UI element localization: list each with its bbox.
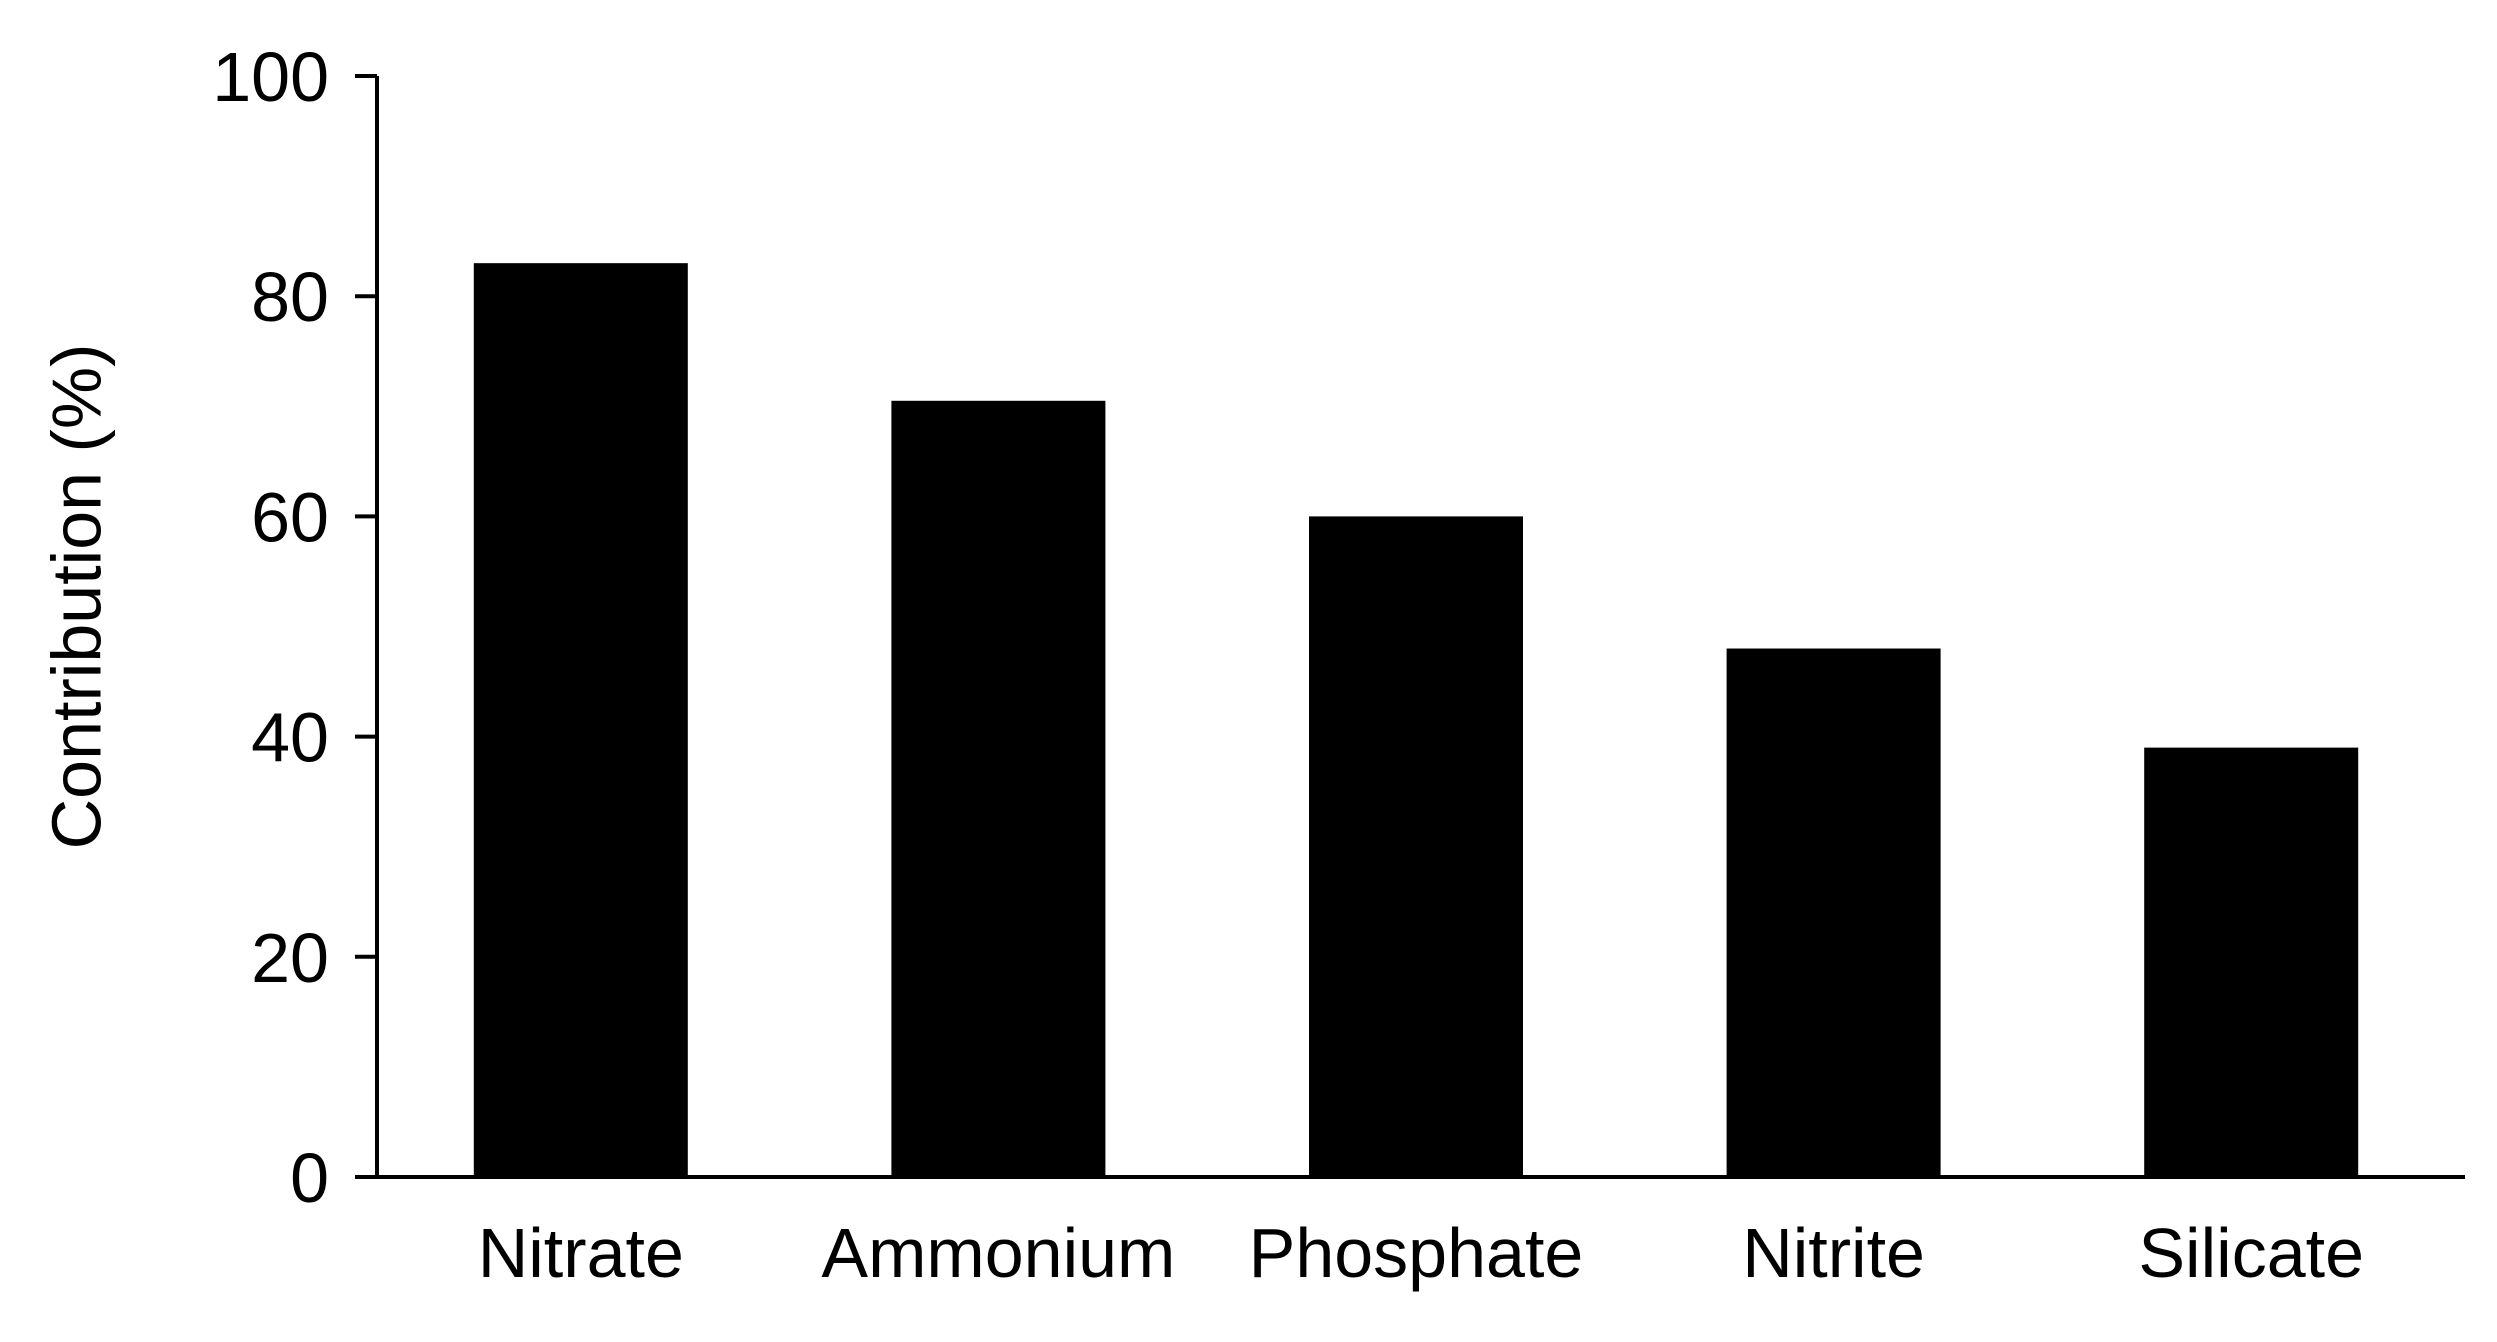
x-category-label-nitrite: Nitrite — [1742, 1214, 1925, 1292]
y-tick-label: 60 — [251, 478, 329, 556]
y-axis-title: Contribution (%) — [37, 344, 115, 850]
y-tick-label: 0 — [290, 1139, 329, 1217]
y-axis-tick-labels: 0 20 40 60 80 100 — [212, 38, 329, 1217]
x-category-label-silicate: Silicate — [2138, 1214, 2364, 1292]
x-category-label-nitrate: Nitrate — [478, 1214, 684, 1292]
y-tick-label: 80 — [251, 258, 329, 336]
bar-ammonium — [891, 400, 1106, 1177]
bar-series — [473, 263, 2359, 1177]
bar-nitrite — [1726, 648, 1941, 1177]
y-tick-label: 40 — [251, 699, 329, 777]
bar-silicate — [2144, 747, 2359, 1177]
y-tick-label: 20 — [251, 919, 329, 997]
bar-phosphate — [1309, 516, 1523, 1177]
bar-nitrate — [473, 263, 688, 1177]
x-category-label-ammonium: Ammonium — [821, 1214, 1175, 1292]
x-category-label-phosphate: Phosphate — [1249, 1214, 1584, 1292]
y-tick-label: 100 — [212, 38, 329, 116]
y-axis-ticks — [355, 74, 377, 1179]
x-axis-category-labels: Nitrate Ammonium Phosphate Nitrite Silicate — [478, 1214, 2364, 1292]
